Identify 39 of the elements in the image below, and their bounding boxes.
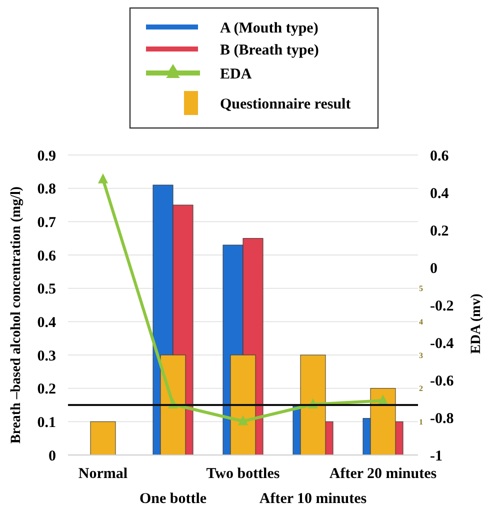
y2-tick-label: -0.4 — [430, 336, 454, 352]
x-tick-label: After 20 minutes — [329, 466, 437, 482]
y2-tick-label: 0 — [430, 260, 438, 277]
y3-tick-label: 2 — [419, 384, 423, 394]
x-tick-label: Two bottles — [206, 466, 280, 482]
y-tick-label: 0.7 — [37, 214, 56, 231]
y2-tick-label: -0.8 — [430, 410, 454, 427]
y-tick-label: 0.8 — [37, 182, 56, 198]
legend-label: B (Breath type) — [220, 42, 319, 58]
legend-label: EDA — [220, 66, 252, 82]
y2-tick-label: 0.2 — [430, 223, 449, 240]
y3-tick-label: 4 — [419, 317, 423, 326]
y2-tick-label: 0.4 — [430, 186, 450, 202]
y-tick-label: 0.3 — [37, 348, 56, 364]
point — [98, 173, 108, 184]
y2-tick-label: -0.2 — [430, 298, 454, 314]
point — [238, 415, 248, 426]
x-tick-label: One bottle — [139, 491, 207, 507]
y2-tick-label: -0.6 — [430, 373, 454, 390]
y2-axis-title: EDA (mv) — [469, 293, 484, 354]
y-tick-label: 0.4 — [37, 314, 56, 331]
y3-tick-label: 5 — [419, 284, 423, 294]
y-tick-label: 0.9 — [37, 148, 56, 164]
y-axis-title: Breath –based alcohol concentration (mg/l) — [9, 186, 24, 444]
y-tick-label: 0.5 — [37, 282, 56, 298]
x-tick-label: After 10 minutes — [259, 491, 367, 507]
x-tick-label: Normal — [78, 466, 128, 482]
legend-label: Questionnaire result — [220, 96, 351, 112]
y3-tick-label: 1 — [419, 417, 423, 426]
y2-tick-label: -1 — [430, 448, 442, 464]
y-tick-label: 0 — [48, 448, 56, 464]
y-tick-label: 0.1 — [37, 414, 56, 431]
y-tick-label: 0.6 — [37, 248, 56, 264]
y2-tick-label: 0.6 — [430, 148, 450, 164]
point — [378, 394, 388, 405]
y-tick-label: 0.2 — [37, 382, 56, 398]
legend-label: A (Mouth type) — [220, 20, 318, 36]
y3-tick-label: 3 — [419, 350, 423, 360]
bar — [90, 421, 116, 456]
